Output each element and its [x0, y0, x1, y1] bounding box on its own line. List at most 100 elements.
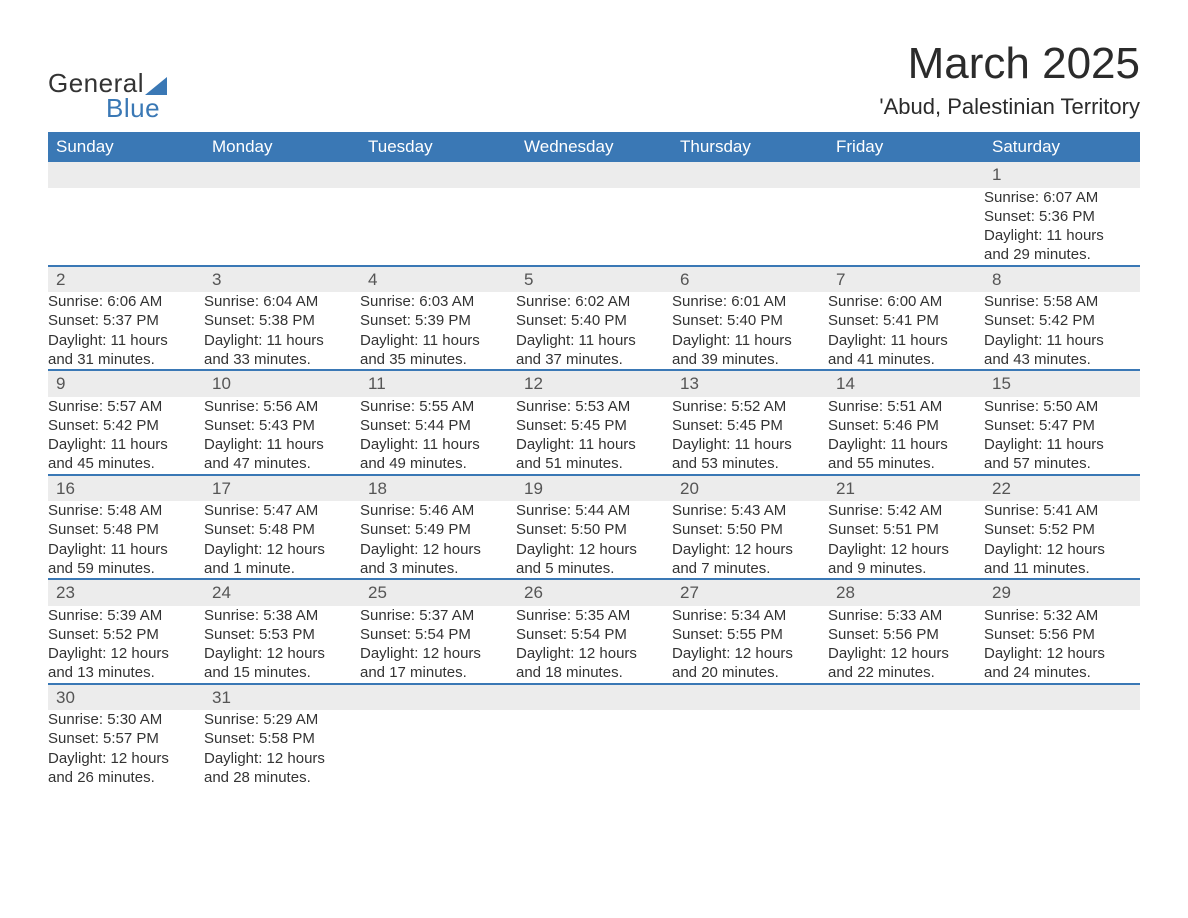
calendar-tbody: 1Sunrise: 6:07 AMSunset: 5:36 PMDaylight… — [48, 162, 1140, 787]
day-detail-cell: Sunrise: 5:42 AMSunset: 5:51 PMDaylight:… — [828, 501, 984, 579]
day-sunrise: Sunrise: 5:29 AM — [204, 710, 360, 729]
day-sunset: Sunset: 5:48 PM — [204, 520, 360, 539]
day-number-cell: 26 — [516, 579, 672, 606]
day-sunrise: Sunrise: 5:34 AM — [672, 606, 828, 625]
day-detail-cell: Sunrise: 5:50 AMSunset: 5:47 PMDaylight:… — [984, 397, 1140, 475]
day-number: 4 — [360, 267, 516, 293]
day-number-cell: 14 — [828, 370, 984, 397]
day-sunrise: Sunrise: 5:42 AM — [828, 501, 984, 520]
day-dl2: and 3 minutes. — [360, 559, 516, 578]
day-dl1: Daylight: 12 hours — [984, 644, 1140, 663]
day-sunrise: Sunrise: 5:51 AM — [828, 397, 984, 416]
week-daynum-row: 16171819202122 — [48, 475, 1140, 502]
day-dl1: Daylight: 11 hours — [360, 331, 516, 350]
day-number-cell: 11 — [360, 370, 516, 397]
day-detail-cell: Sunrise: 5:58 AMSunset: 5:42 PMDaylight:… — [984, 292, 1140, 370]
day-detail-cell: Sunrise: 5:47 AMSunset: 5:48 PMDaylight:… — [204, 501, 360, 579]
day-number: 3 — [204, 267, 360, 293]
day-sunset: Sunset: 5:49 PM — [360, 520, 516, 539]
day-detail-cell — [672, 710, 828, 787]
day-dl1: Daylight: 12 hours — [204, 644, 360, 663]
day-number: 5 — [516, 267, 672, 293]
day-dl1: Daylight: 12 hours — [48, 749, 204, 768]
day-dl1: Daylight: 11 hours — [48, 331, 204, 350]
day-dl1: Daylight: 11 hours — [672, 435, 828, 454]
day-detail-cell: Sunrise: 6:03 AMSunset: 5:39 PMDaylight:… — [360, 292, 516, 370]
day-dl2: and 29 minutes. — [984, 245, 1140, 264]
day-dl2: and 43 minutes. — [984, 350, 1140, 369]
day-detail-cell: Sunrise: 5:37 AMSunset: 5:54 PMDaylight:… — [360, 606, 516, 684]
day-detail-cell — [516, 188, 672, 266]
day-sunset: Sunset: 5:45 PM — [672, 416, 828, 435]
day-number: 18 — [360, 476, 516, 502]
day-sunset: Sunset: 5:45 PM — [516, 416, 672, 435]
day-number: 7 — [828, 267, 984, 293]
day-number-cell: 17 — [204, 475, 360, 502]
header-row: General Blue March 2025 'Abud, Palestini… — [48, 40, 1140, 124]
day-detail-cell: Sunrise: 5:44 AMSunset: 5:50 PMDaylight:… — [516, 501, 672, 579]
week-daynum-row: 3031 — [48, 684, 1140, 711]
day-sunset: Sunset: 5:41 PM — [828, 311, 984, 330]
day-header: Sunday — [48, 132, 204, 162]
day-detail-cell — [204, 188, 360, 266]
day-sunrise: Sunrise: 6:07 AM — [984, 188, 1140, 207]
day-dl1: Daylight: 12 hours — [360, 540, 516, 559]
week-detail-row: Sunrise: 6:06 AMSunset: 5:37 PMDaylight:… — [48, 292, 1140, 370]
day-number: 20 — [672, 476, 828, 502]
day-dl2: and 13 minutes. — [48, 663, 204, 682]
day-dl2: and 17 minutes. — [360, 663, 516, 682]
day-sunrise: Sunrise: 5:30 AM — [48, 710, 204, 729]
day-dl2: and 20 minutes. — [672, 663, 828, 682]
day-dl2: and 11 minutes. — [984, 559, 1140, 578]
day-number: 19 — [516, 476, 672, 502]
day-number-cell — [672, 684, 828, 711]
day-sunrise: Sunrise: 5:58 AM — [984, 292, 1140, 311]
week-daynum-row: 23242526272829 — [48, 579, 1140, 606]
week-daynum-row: 1 — [48, 162, 1140, 188]
day-sunrise: Sunrise: 5:33 AM — [828, 606, 984, 625]
day-header: Wednesday — [516, 132, 672, 162]
day-dl1: Daylight: 12 hours — [984, 540, 1140, 559]
day-dl2: and 15 minutes. — [204, 663, 360, 682]
day-dl2: and 5 minutes. — [516, 559, 672, 578]
day-dl1: Daylight: 12 hours — [204, 749, 360, 768]
title-block: March 2025 'Abud, Palestinian Territory — [879, 40, 1140, 120]
day-sunset: Sunset: 5:54 PM — [516, 625, 672, 644]
day-sunrise: Sunrise: 5:57 AM — [48, 397, 204, 416]
day-dl1: Daylight: 12 hours — [360, 644, 516, 663]
day-sunset: Sunset: 5:51 PM — [828, 520, 984, 539]
day-number: 22 — [984, 476, 1140, 502]
day-sunset: Sunset: 5:54 PM — [360, 625, 516, 644]
day-number-cell: 13 — [672, 370, 828, 397]
day-number-cell: 2 — [48, 266, 204, 293]
day-number: 11 — [360, 371, 516, 397]
day-dl1: Daylight: 12 hours — [48, 644, 204, 663]
day-number-cell: 3 — [204, 266, 360, 293]
day-number: 8 — [984, 267, 1140, 293]
day-sunset: Sunset: 5:48 PM — [48, 520, 204, 539]
day-number: 30 — [48, 685, 204, 711]
day-number-cell — [204, 162, 360, 188]
day-dl2: and 53 minutes. — [672, 454, 828, 473]
day-number-cell: 9 — [48, 370, 204, 397]
day-detail-cell: Sunrise: 6:06 AMSunset: 5:37 PMDaylight:… — [48, 292, 204, 370]
day-sunrise: Sunrise: 5:37 AM — [360, 606, 516, 625]
day-dl1: Daylight: 12 hours — [516, 644, 672, 663]
day-sunset: Sunset: 5:53 PM — [204, 625, 360, 644]
day-detail-cell — [984, 710, 1140, 787]
day-number: 31 — [204, 685, 360, 711]
day-detail-cell — [828, 188, 984, 266]
day-sunrise: Sunrise: 5:46 AM — [360, 501, 516, 520]
day-header: Saturday — [984, 132, 1140, 162]
week-detail-row: Sunrise: 5:39 AMSunset: 5:52 PMDaylight:… — [48, 606, 1140, 684]
day-sunrise: Sunrise: 5:52 AM — [672, 397, 828, 416]
day-dl1: Daylight: 11 hours — [48, 435, 204, 454]
day-detail-cell: Sunrise: 5:32 AMSunset: 5:56 PMDaylight:… — [984, 606, 1140, 684]
day-sunrise: Sunrise: 5:55 AM — [360, 397, 516, 416]
day-number-cell: 29 — [984, 579, 1140, 606]
day-dl1: Daylight: 11 hours — [828, 331, 984, 350]
day-number: 15 — [984, 371, 1140, 397]
day-number: 13 — [672, 371, 828, 397]
day-sunrise: Sunrise: 5:50 AM — [984, 397, 1140, 416]
day-sunset: Sunset: 5:50 PM — [672, 520, 828, 539]
